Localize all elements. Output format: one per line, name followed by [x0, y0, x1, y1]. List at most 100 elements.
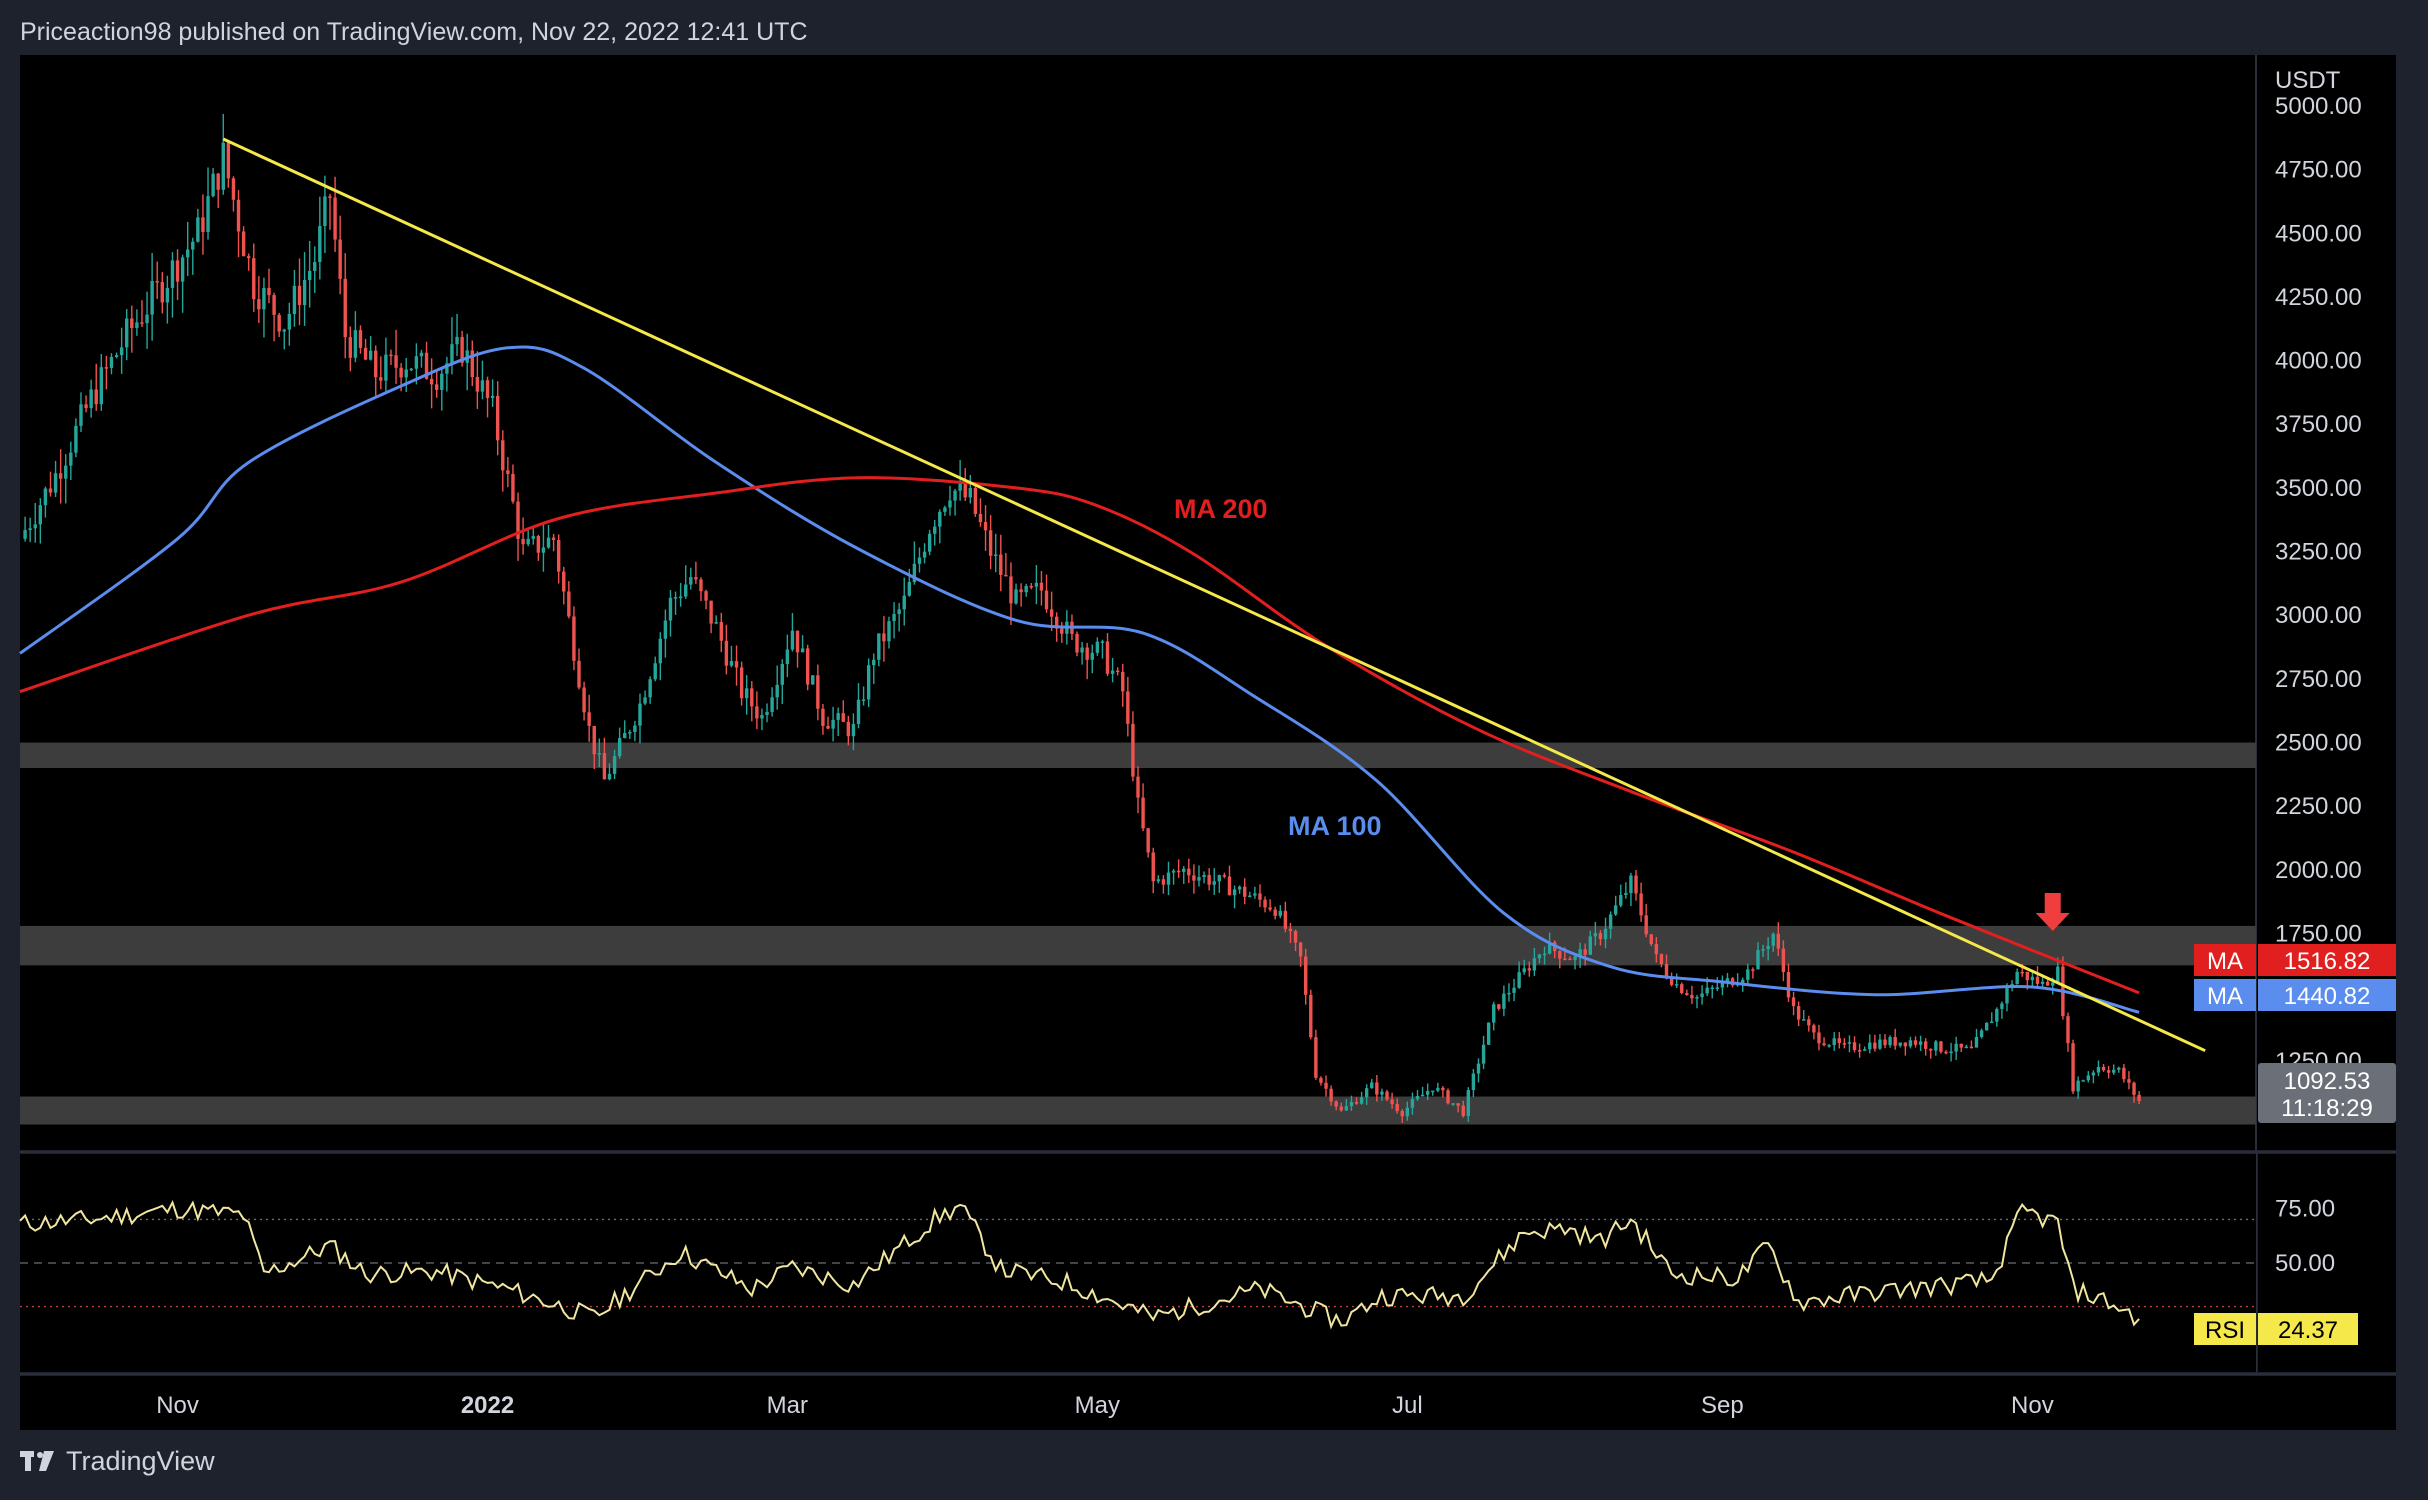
candle-body [445, 363, 449, 374]
candle [1588, 930, 1592, 956]
candle-body [84, 404, 88, 409]
candle [1243, 878, 1247, 905]
candle [455, 313, 459, 357]
candle [1309, 989, 1313, 1040]
candle [206, 167, 210, 240]
price-tick-label: 2250.00 [2275, 793, 2362, 820]
candle [445, 356, 449, 392]
candle [1751, 967, 1755, 979]
support-resistance-zones [20, 742, 2256, 1125]
ma100-annotation: MA 100 [1288, 811, 1382, 841]
candle [435, 369, 439, 398]
ma100-tag-bg [2194, 979, 2256, 1011]
candle [704, 589, 708, 610]
candle-body [160, 282, 164, 303]
candle-body [506, 470, 510, 474]
candle [988, 515, 993, 570]
candle-body [1741, 979, 1745, 984]
candle-body [1060, 628, 1064, 634]
candle [1868, 1034, 1872, 1054]
candle [638, 693, 642, 744]
candle [125, 308, 129, 361]
candle [191, 237, 195, 275]
descending-trendline[interactable] [222, 137, 2206, 1053]
candle [1598, 930, 1603, 946]
candle [216, 172, 220, 208]
candle [1873, 1034, 1877, 1052]
candle-body [694, 577, 698, 580]
candle-body [38, 505, 43, 525]
candle [1121, 663, 1125, 707]
candle [831, 706, 835, 742]
candle-body [480, 380, 485, 392]
candle-body [191, 241, 195, 250]
tradingview-logo[interactable]: TradingView [20, 1446, 215, 1477]
candle-body [1161, 879, 1166, 885]
candle [272, 292, 276, 342]
candle [1944, 1050, 1948, 1055]
candle [1141, 783, 1145, 832]
candle [501, 430, 505, 492]
candle [872, 653, 876, 684]
candle [1253, 886, 1257, 899]
candle-body [1644, 915, 1648, 935]
candle-body [1776, 933, 1781, 949]
candle [2106, 1065, 2111, 1079]
candle [140, 300, 144, 328]
candle [729, 645, 734, 668]
candle [231, 176, 236, 212]
ma100-value: 1440.82 [2284, 983, 2371, 1010]
candle-body [821, 708, 825, 726]
ma200-tag: MA [2207, 948, 2243, 975]
candle-body [1441, 1087, 1445, 1091]
candle [318, 196, 322, 280]
candle-body [1446, 1090, 1450, 1104]
candle-body [724, 640, 729, 666]
candle [379, 356, 383, 390]
candlestick-series[interactable] [23, 113, 2141, 1123]
candle-body [363, 347, 368, 360]
candle-body [1761, 949, 1765, 951]
price-tick-label: 2000.00 [2275, 857, 2362, 884]
candle [440, 367, 444, 411]
candle [699, 577, 703, 602]
candle [1237, 885, 1242, 894]
candle [1324, 1075, 1328, 1097]
candle-body [678, 596, 683, 599]
candle-body [1105, 641, 1110, 674]
candle-body [1603, 928, 1608, 940]
candle-body [1156, 879, 1161, 882]
candle-body [501, 440, 505, 471]
candle [1593, 921, 1598, 946]
candle [541, 524, 546, 572]
candle-body [180, 257, 185, 282]
candle [1822, 1037, 1826, 1047]
candle-body [206, 196, 210, 233]
price-chart[interactable]: MA 200 MA 100 USDT 5000.00 4750.00 4500.00… [0, 0, 2428, 1430]
candle [1014, 583, 1018, 605]
candle-body [33, 524, 37, 529]
candle-body [1166, 872, 1171, 885]
candle-body [277, 314, 281, 332]
candle-body [328, 196, 332, 198]
candle-body [1471, 1073, 1476, 1091]
candle-body [130, 318, 134, 328]
candle-body [1258, 893, 1262, 900]
rsi-tick-label: 50.00 [2275, 1250, 2335, 1277]
candle [287, 302, 292, 346]
candle-body [231, 178, 236, 200]
candle-body [89, 389, 93, 409]
candle-body [1746, 969, 1750, 980]
candle-body [1629, 875, 1633, 894]
candle-body [1263, 899, 1267, 908]
footer-brand: TradingView [66, 1446, 215, 1476]
candle [2137, 1091, 2141, 1104]
candle [495, 381, 500, 456]
candle [74, 418, 78, 458]
candle [2081, 1079, 2085, 1082]
candle-body [653, 663, 657, 680]
candle [1537, 953, 1542, 964]
candle-body [135, 322, 139, 328]
candle-body [409, 368, 413, 371]
candle-body [1095, 641, 1100, 653]
